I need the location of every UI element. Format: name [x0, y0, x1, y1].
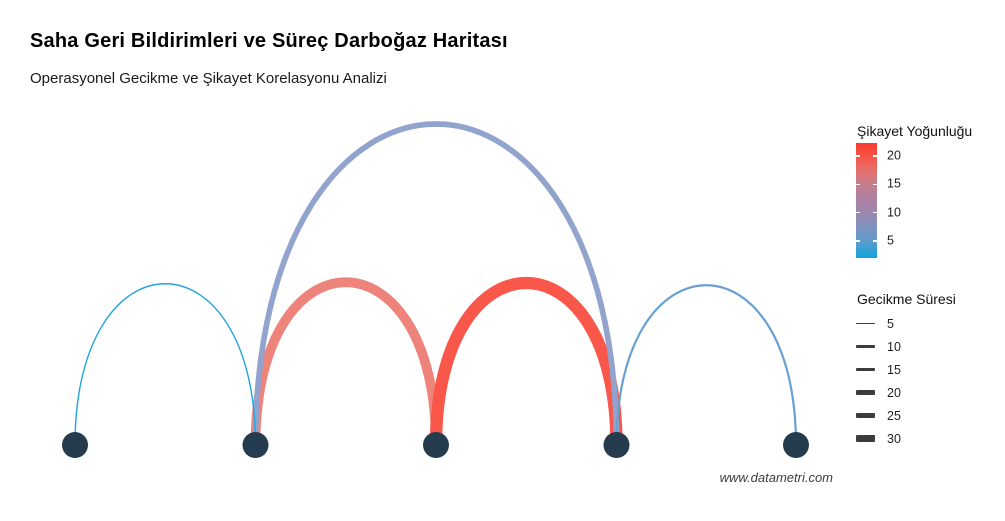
colorbar-tick-mark: [873, 240, 877, 242]
edge-3-4: [429, 277, 623, 446]
page-title: Saha Geri Bildirimleri ve Süreç Darboğaz…: [30, 30, 508, 52]
arc-diagram-canvas: [62, 121, 809, 458]
colorbar-tick-mark: [856, 211, 860, 214]
delay-legend-label: 5: [887, 316, 894, 331]
colorbar-tick-label: 15: [887, 177, 901, 192]
colorbar-tick-mark: [856, 155, 860, 157]
process-node-2: [242, 432, 269, 458]
delay-legend-item: 5: [856, 312, 1001, 335]
delay-legend-item: 20: [856, 381, 1001, 404]
process-node-5: [783, 432, 809, 458]
line-width-swatch: [856, 435, 875, 442]
line-width-swatch-cell: [856, 367, 875, 372]
edge-2-4: [252, 121, 620, 446]
line-width-swatch: [856, 345, 875, 348]
edge-4-5: [615, 284, 798, 446]
delay-legend-item: 25: [856, 404, 1001, 427]
line-width-swatch: [856, 322, 875, 325]
delay-legend-label: 10: [887, 339, 901, 354]
colorbar-tick-label: 5: [887, 233, 894, 248]
watermark-caption: www.datametri.com: [719, 470, 833, 485]
delay-legend-item: 10: [856, 335, 1001, 358]
line-width-swatch: [856, 367, 875, 372]
process-node-4: [603, 432, 630, 458]
delay-legend-label: 15: [887, 362, 901, 377]
delay-legend-item: 30: [856, 427, 1001, 450]
line-width-swatch-cell: [856, 322, 875, 325]
line-width-swatch: [856, 390, 875, 395]
line-width-swatch-cell: [856, 345, 875, 348]
line-width-swatch-cell: [856, 412, 875, 419]
delay-legend-title: Gecikme Süresi: [857, 291, 956, 307]
complaint-color-legend: Şikayet Yoğunluğu 20 15 10 5: [856, 123, 1001, 258]
delay-width-legend: Gecikme Süresi 5 10 15 20 25 30: [856, 291, 1001, 450]
line-width-swatch: [856, 412, 875, 419]
colorbar-tick-mark: [873, 155, 877, 157]
colorbar-tick-mark: [873, 183, 877, 186]
complaint-legend-title: Şikayet Yoğunluğu: [857, 123, 973, 139]
colorbar-tick-label: 10: [887, 205, 901, 220]
delay-legend-item: 15: [856, 358, 1001, 381]
edge-1-2: [74, 283, 257, 446]
delay-legend-label: 20: [887, 385, 901, 400]
delay-legend-label: 25: [887, 408, 901, 423]
colorbar-tick-mark: [856, 240, 860, 242]
edge-2-3: [250, 277, 441, 446]
line-width-swatch-cell: [856, 390, 875, 395]
page-subtitle: Operasyonel Gecikme ve Şikayet Korelasyo…: [30, 70, 387, 87]
delay-legend-rows: 5 10 15 20 25 30: [856, 312, 1001, 450]
colorbar-tick-label: 20: [887, 148, 901, 163]
delay-legend-label: 30: [887, 431, 901, 446]
process-node-3: [423, 432, 449, 458]
colorbar-tick-mark: [873, 211, 877, 214]
colorbar-tick-mark: [856, 183, 860, 186]
complaint-colorbar: [856, 143, 877, 258]
colorbar-wrap: 20 15 10 5: [856, 143, 901, 258]
process-node-1: [62, 432, 88, 458]
line-width-swatch-cell: [856, 435, 875, 442]
